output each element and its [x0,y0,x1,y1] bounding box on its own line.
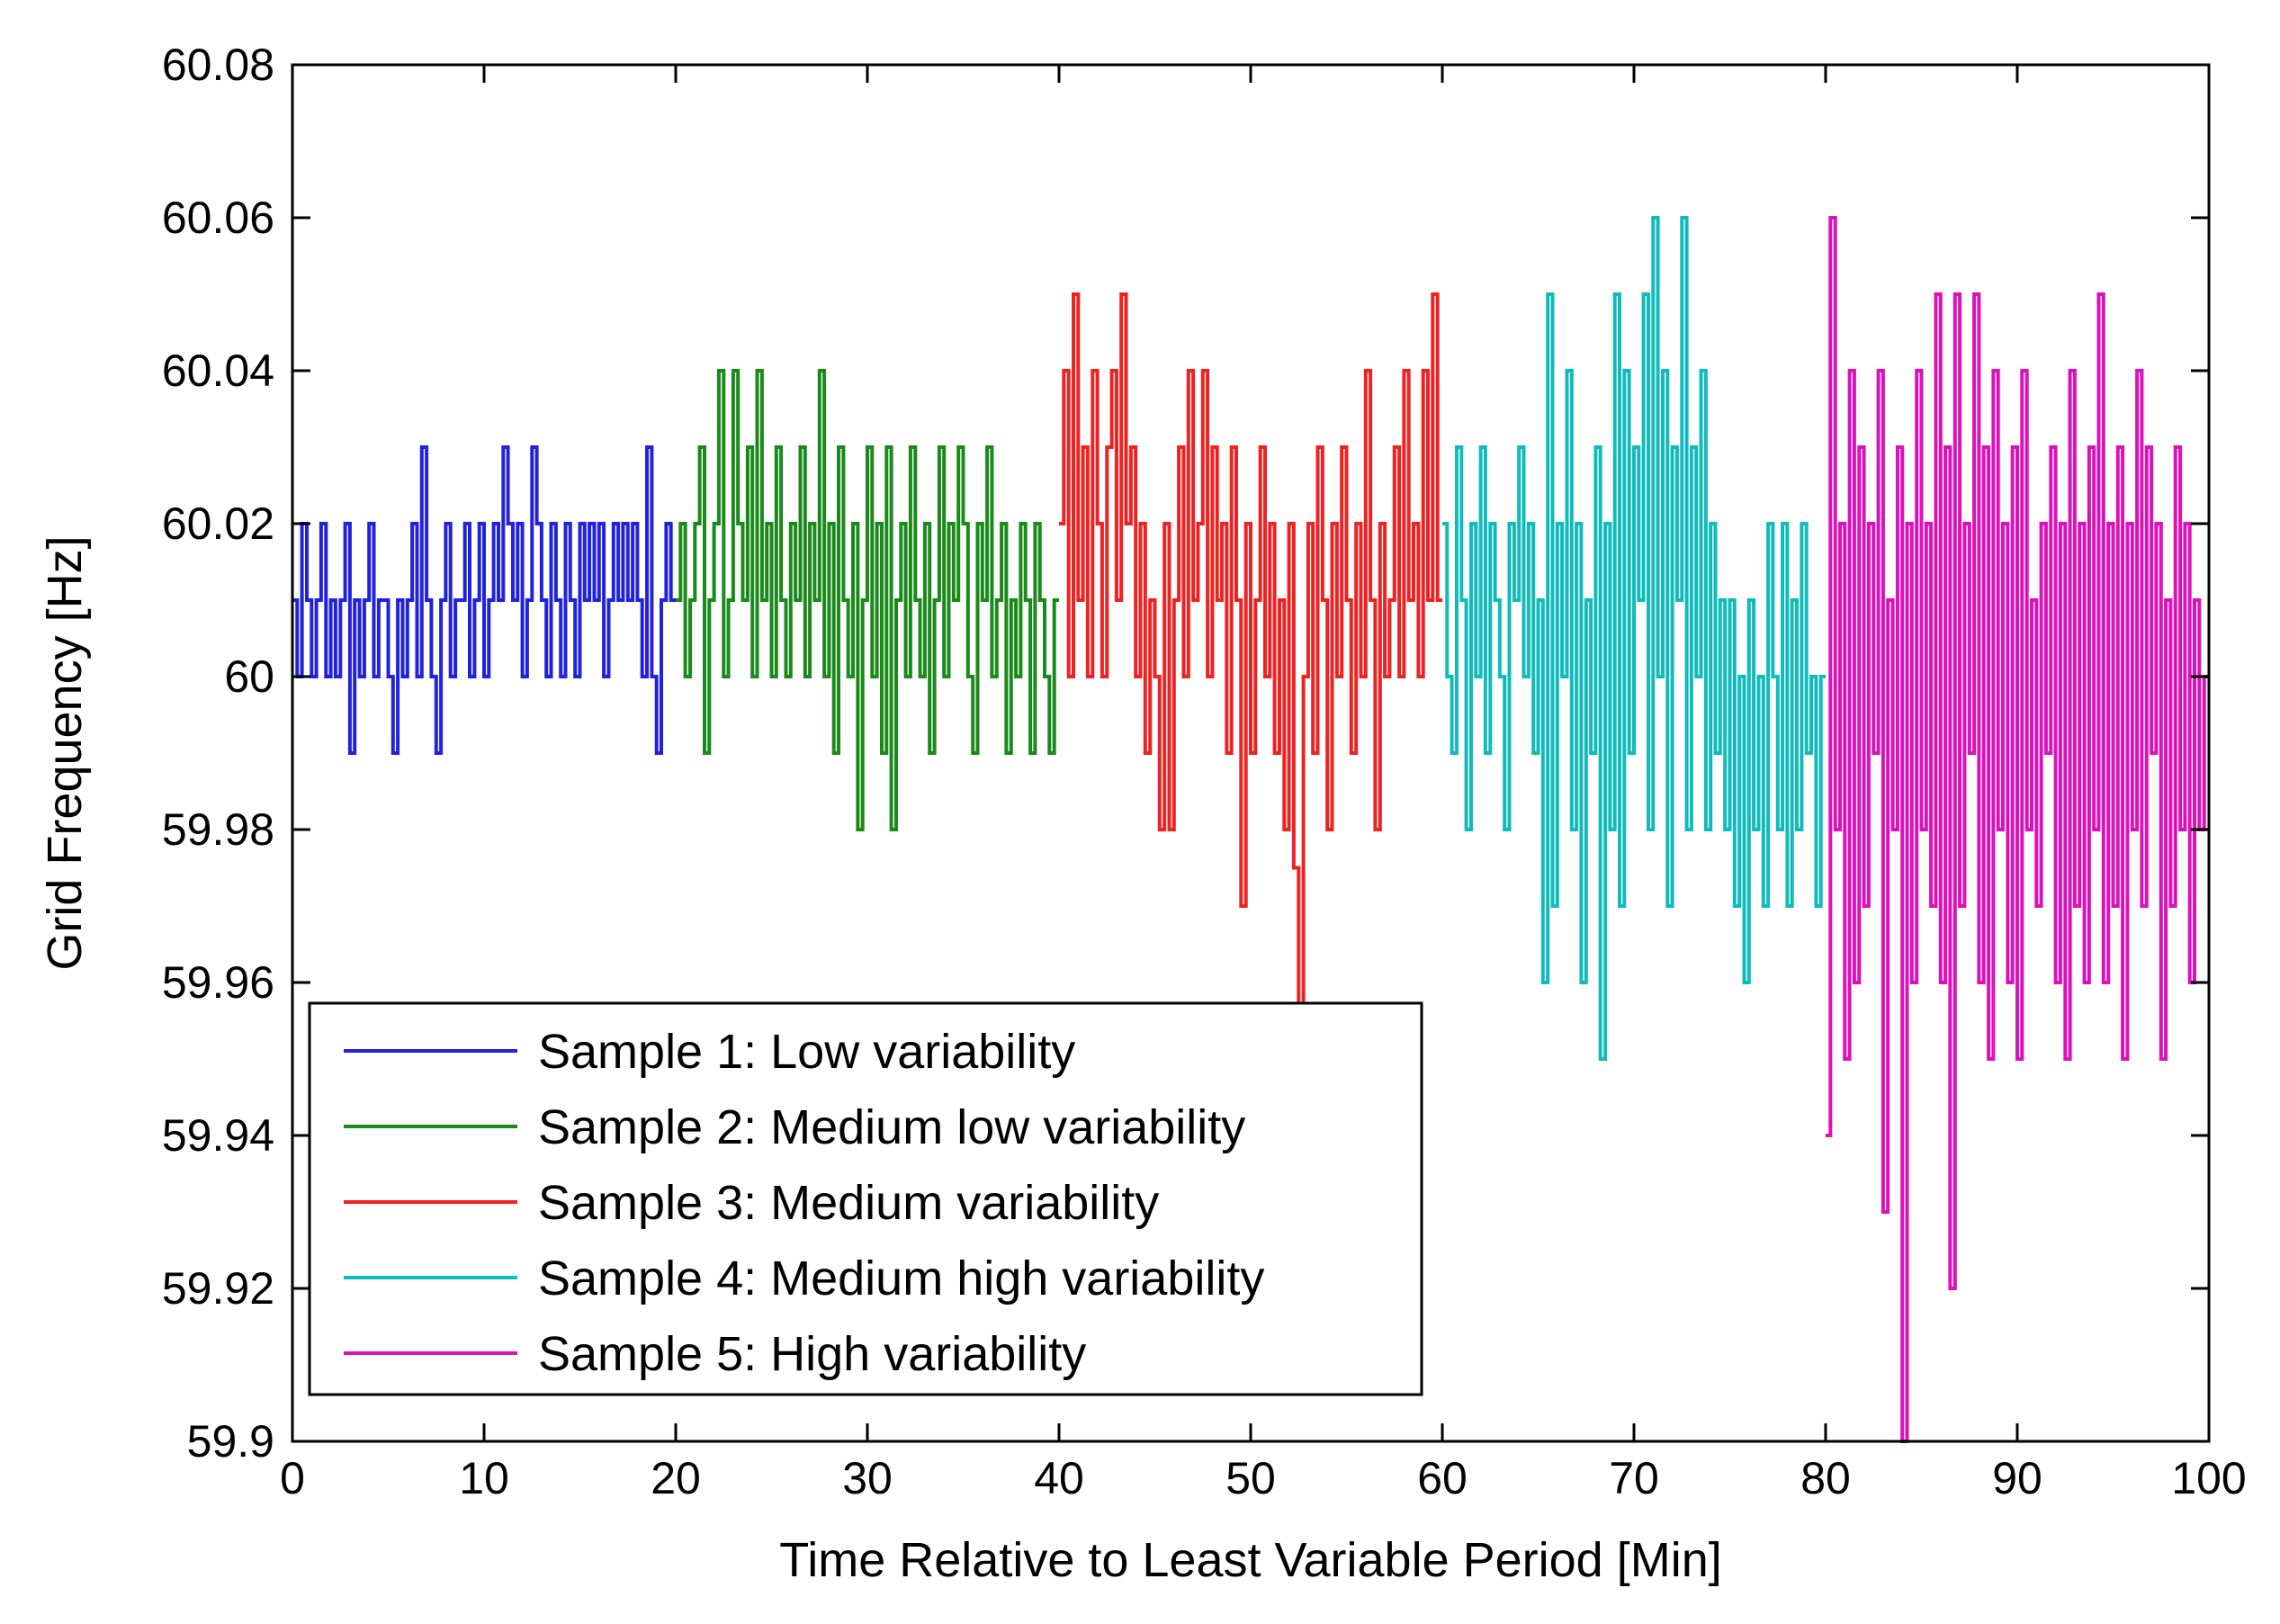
x-tick-label: 10 [459,1453,509,1503]
legend-label-1: Sample 1: Low variability [538,1025,1075,1079]
x-tick-label: 20 [651,1453,701,1503]
legend: Sample 1: Low variability Sample 2: Mediu… [308,1001,1423,1396]
x-tick-label: 60 [1417,1453,1468,1503]
y-tick-label: 60.06 [162,193,274,243]
x-tick-label: 70 [1609,1453,1659,1503]
y-tick-label: 60.02 [162,498,274,549]
legend-label-5: Sample 5: High variability [538,1327,1086,1381]
series-line-3 [1059,292,1442,1023]
series-line-5 [1826,216,2209,1443]
legend-label-4: Sample 4: Medium high variability [538,1252,1264,1305]
x-axis-label: Time Relative to Least Variable Period [… [779,1533,1721,1587]
series-line-1 [292,445,676,755]
series-line-2 [676,369,1059,831]
y-tick-label: 60.04 [162,345,274,396]
series-layer [292,216,2209,1443]
x-tick-label: 40 [1034,1453,1084,1503]
ticks-layer: 0 10 20 30 40 50 60 70 80 90 100 59.9 59.92 59.94 59.9… [162,40,2247,1503]
y-tick-label: 59.98 [162,804,274,855]
legend-items: Sample 1: Low variability Sample 2: Mediu… [344,1025,1264,1381]
x-tick-label: 50 [1225,1453,1276,1503]
x-tick-label: 30 [842,1453,893,1503]
y-tick-label: 60 [224,651,274,702]
x-tick-label: 100 [2171,1453,2246,1503]
x-tick-label: 80 [1800,1453,1851,1503]
x-tick-label: 0 [280,1453,305,1503]
legend-box [308,1001,1423,1396]
series-line-4 [1442,216,1826,1061]
x-tick-label: 90 [1992,1453,2042,1503]
y-tick-label: 60.08 [162,40,274,90]
y-tick-label: 59.94 [162,1110,274,1161]
y-tick-label: 59.9 [187,1416,274,1467]
y-axis-label: Grid Frequency [Hz] [38,535,92,970]
y-tick-label: 59.96 [162,957,274,1008]
legend-label-2: Sample 2: Medium low variability [538,1100,1245,1154]
y-tick-label: 59.92 [162,1263,274,1314]
legend-label-3: Sample 3: Medium variability [538,1176,1159,1230]
